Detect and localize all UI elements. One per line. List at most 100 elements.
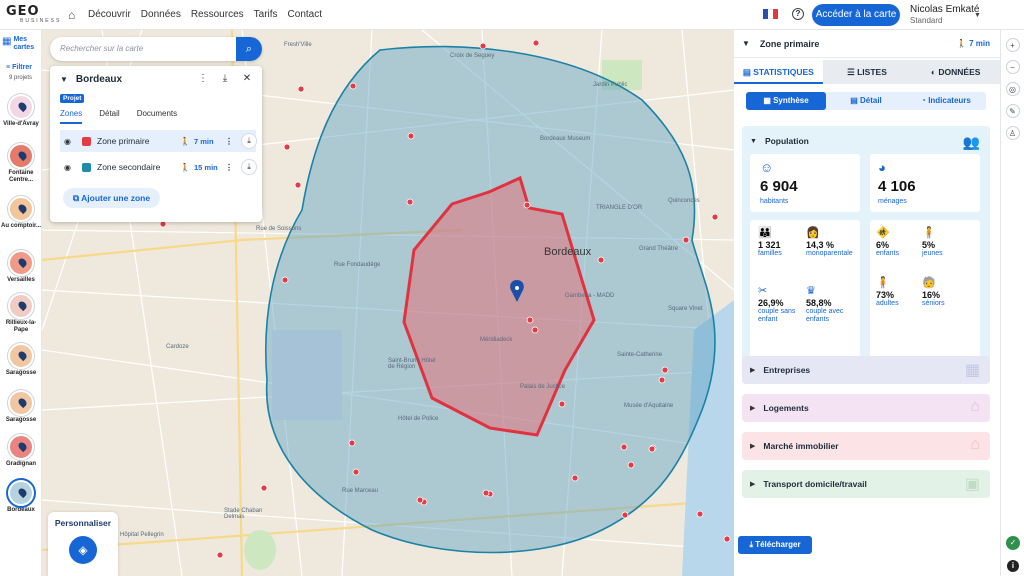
eye-icon[interactable]: ◉ bbox=[64, 162, 71, 172]
section-entreprises[interactable]: ▶ Entreprises ▦ bbox=[742, 356, 990, 384]
chevron-down-icon[interactable]: ▼ bbox=[60, 75, 68, 84]
more-icon[interactable]: ⋮ bbox=[198, 73, 208, 84]
map-pin-icon bbox=[16, 349, 29, 362]
project-item[interactable]: Ville-d'Avray bbox=[0, 94, 42, 128]
french-flag-icon[interactable] bbox=[763, 9, 778, 19]
nav-donnees[interactable]: Données bbox=[140, 9, 181, 20]
more-icon[interactable]: ⋮ bbox=[224, 161, 234, 172]
eye-icon[interactable]: ◉ bbox=[64, 136, 71, 146]
child-icon: 🚸 bbox=[876, 227, 890, 239]
layers-icon[interactable]: ◈ bbox=[69, 536, 97, 564]
project-item[interactable]: Fontaine Centre... bbox=[0, 143, 42, 184]
check-icon[interactable]: ✓ bbox=[1006, 536, 1020, 550]
zone-title: Zone primaire bbox=[759, 38, 820, 49]
close-icon[interactable]: ✕ bbox=[242, 73, 252, 84]
logo-subtext: BUSINESS bbox=[20, 18, 62, 24]
project-item[interactable]: Gradignan bbox=[0, 434, 42, 468]
project-item[interactable]: Bordeaux bbox=[0, 480, 42, 514]
map-label: Croix de Seguey bbox=[450, 53, 495, 59]
project-item[interactable]: Saragosse bbox=[0, 343, 42, 377]
tab-listes[interactable]: ☰ LISTES bbox=[822, 60, 912, 84]
download-icon[interactable]: ⤓ bbox=[242, 134, 256, 148]
data-icon: ◐ bbox=[930, 67, 939, 77]
tab-statistiques[interactable]: ▤ STATISTIQUES bbox=[734, 60, 823, 84]
project-label: Saragosse bbox=[5, 370, 37, 376]
subtab-detail-label: Détail bbox=[859, 96, 882, 105]
stat-label: séniors bbox=[922, 300, 945, 307]
home-icon[interactable]: ⌂ bbox=[68, 7, 76, 22]
nav-tarifs[interactable]: Tarifs bbox=[253, 9, 278, 20]
user-menu[interactable]: Nicolas Emkaté Standard ▼ bbox=[910, 4, 981, 26]
pegman-icon[interactable]: ♙ bbox=[1005, 126, 1020, 140]
my-maps-button[interactable]: ▦ Mes cartes bbox=[0, 30, 41, 52]
subtab-detail[interactable]: ▤ Détail bbox=[826, 92, 906, 110]
population-header[interactable]: ▼ Population bbox=[750, 136, 809, 146]
download-icon[interactable]: ⤓ bbox=[242, 160, 256, 174]
subtab-indicateurs[interactable]: ◔ Indicateurs bbox=[906, 92, 986, 110]
stat-familles: 👪 1 321 familles bbox=[758, 226, 808, 258]
draw-icon[interactable]: ✎ bbox=[1005, 104, 1020, 118]
tab-zones[interactable]: Zones bbox=[60, 109, 83, 124]
section-marche-immobilier[interactable]: ▶ Marché immobilier ⌂ bbox=[742, 432, 990, 460]
map-label: Cardoze bbox=[166, 344, 189, 350]
filter-button[interactable]: ≡ Filtrer bbox=[0, 52, 41, 71]
filter-icon: ≡ bbox=[6, 64, 11, 71]
subtab-indicateurs-label: Indicateurs bbox=[928, 96, 971, 105]
detail-icon: ▤ bbox=[850, 96, 860, 105]
zone-row-primary[interactable]: ◉ Zone primaire 🚶 7 min ⋮ ⤓ bbox=[60, 130, 256, 152]
stat-value: 58,8% bbox=[806, 298, 832, 308]
section-logements[interactable]: ▶ Logements ⌂ bbox=[742, 394, 990, 422]
nav-contact[interactable]: Contact bbox=[287, 9, 323, 20]
families-card: 👪 1 321 familles 👩 14,3 % monoparentale ✂ 26,… bbox=[750, 220, 860, 362]
map-label: Rue Fondaudège bbox=[334, 262, 381, 268]
nav-ressources[interactable]: Ressources bbox=[190, 9, 244, 20]
location-icon[interactable]: ◎ bbox=[1005, 82, 1020, 96]
section-transport[interactable]: ▶ Transport domicile/travail ▣ bbox=[742, 470, 990, 498]
geo-business-logo[interactable]: GEO BUSINESS bbox=[6, 3, 62, 27]
project-item[interactable]: Au comptoir... bbox=[0, 196, 42, 230]
project-thumbnail bbox=[8, 434, 34, 460]
tab-donnees-label: DONNÉES bbox=[938, 67, 981, 77]
access-map-button[interactable]: Accéder à la carte bbox=[812, 4, 900, 26]
zoom-out-icon[interactable]: − bbox=[1005, 60, 1020, 74]
map-label: Sainte-Catherine bbox=[617, 352, 663, 358]
download-button[interactable]: ⤓ Télécharger bbox=[738, 536, 812, 554]
project-thumbnail bbox=[8, 250, 34, 276]
tab-detail[interactable]: Détail bbox=[99, 109, 120, 118]
more-icon[interactable]: ⋮ bbox=[224, 135, 234, 146]
habitants-card: ☺ 6 904 habitants bbox=[750, 154, 860, 212]
zone-tabs: Zones Détail Documents bbox=[60, 109, 194, 124]
project-label: Au comptoir... bbox=[0, 223, 41, 229]
zone-header[interactable]: ▼ Zone primaire 🚶 7 min bbox=[734, 30, 1000, 58]
download-icon[interactable]: ⤓ bbox=[222, 73, 228, 84]
add-zone-button[interactable]: ⧉ Ajouter une zone bbox=[63, 188, 161, 208]
stat-monoparentale: 👩 14,3 % monoparentale bbox=[806, 226, 856, 258]
map-label: Fresh'Ville bbox=[284, 42, 312, 48]
tab-documents[interactable]: Documents bbox=[136, 109, 178, 118]
list-icon: ☰ bbox=[847, 67, 858, 77]
project-label: Versailles bbox=[7, 277, 35, 283]
project-title[interactable]: ▼ Bordeaux bbox=[60, 74, 122, 85]
filter-label: Filtrer bbox=[12, 64, 32, 71]
nav-decouvrir[interactable]: Découvrir bbox=[88, 9, 131, 20]
info-icon[interactable]: i bbox=[1007, 560, 1019, 572]
subtab-synthese[interactable]: ▦ Synthèse bbox=[746, 92, 826, 110]
chevron-down-icon[interactable]: ▼ bbox=[742, 39, 750, 48]
household-icon: ◕ bbox=[878, 160, 886, 175]
map-label: Méridiadeck bbox=[480, 337, 513, 343]
personalize-label: Personnaliser bbox=[54, 518, 112, 528]
search-input[interactable]: Rechercher sur la carte bbox=[60, 44, 144, 53]
stat-label: couple sans enfant bbox=[758, 308, 796, 323]
map-search[interactable]: Rechercher sur la carte ⌕ bbox=[50, 37, 262, 61]
tab-donnees[interactable]: ◐ DONNÉES bbox=[911, 60, 1001, 84]
project-item[interactable]: Saragosse bbox=[0, 390, 42, 424]
project-item[interactable]: Rillieux-la-Pape bbox=[0, 293, 42, 334]
zoom-in-icon[interactable]: + bbox=[1005, 38, 1020, 52]
search-icon[interactable]: ⌕ bbox=[236, 37, 262, 61]
help-icon[interactable]: ? bbox=[792, 8, 804, 20]
project-thumbnail bbox=[8, 196, 34, 222]
zone-row-secondary[interactable]: ◉ Zone secondaire 🚶 15 min ⋮ ⤓ bbox=[60, 156, 256, 178]
habitants-label: habitants bbox=[760, 198, 789, 205]
project-item[interactable]: Versailles bbox=[0, 250, 42, 284]
map-book-icon: ▦ bbox=[2, 36, 12, 47]
